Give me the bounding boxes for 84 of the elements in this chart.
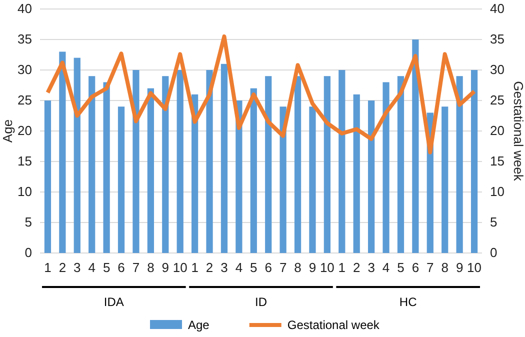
x-tick-label: 3 [220,260,228,276]
x-tick-label: 2 [58,260,66,276]
bar [294,76,302,253]
y2-tick-label: 35 [490,32,504,47]
bar [309,106,316,253]
y-tick-label: 0 [24,245,32,260]
x-tick-label: 6 [118,260,125,276]
y-tick-label: 40 [18,1,32,16]
x-tick-label: 9 [308,260,316,276]
bar [118,106,125,253]
bar [265,76,272,253]
y-tick-label: 25 [18,92,32,108]
text: ID [255,295,268,309]
y2-tick-label: 0 [490,245,498,260]
x-tick-label: 4 [88,260,96,276]
bar [220,64,228,253]
text: IDA [104,295,124,309]
y-tick-label: 35 [18,32,32,47]
bar [176,70,184,253]
bar [368,100,375,253]
x-tick-label: 9 [162,260,170,276]
bar [470,70,478,253]
x-tick-label: 7 [132,260,140,276]
x-tick-label: 10 [320,260,334,276]
bar [192,94,198,253]
bar [88,76,96,253]
bar [132,70,140,253]
bar [280,106,286,253]
bar [147,88,154,253]
bar [162,76,169,253]
y2-tick-label: 15 [490,154,504,169]
x-tick-label: 3 [368,260,375,276]
y2-tick-label: 10 [490,184,504,200]
x-tick-label: 2 [352,260,360,276]
bar [74,58,80,253]
text: HC [399,295,418,309]
x-tick-label: 8 [294,260,302,276]
y2-tick-label: 25 [490,92,504,108]
bar [382,82,390,253]
x-tick-label: 1 [44,260,52,276]
bar [338,70,346,253]
bar [59,52,66,253]
x-tick-label: 9 [456,260,464,276]
x-tick-label: 10 [467,260,482,276]
bar [353,94,360,253]
line-series [46,34,476,154]
y-tick-label: 30 [18,62,32,78]
x-tick-label: 10 [172,260,188,276]
bar [397,76,404,253]
x-tick-label: 5 [250,260,258,276]
x-tick-label: 5 [397,260,404,276]
x-tick-label: 8 [147,260,154,276]
bar [324,76,330,253]
x-tick-label: 6 [412,260,420,276]
y2-axis-title: Gestational week [511,81,525,182]
bar [44,100,52,253]
legend-label: Age [188,318,210,332]
bar [412,40,419,253]
y2-tick-label: 20 [490,123,504,138]
y-tick-label: 15 [18,154,32,169]
y-tick-label: 10 [18,184,32,200]
y2-tick-label: 5 [490,214,498,230]
x-tick-label: 1 [191,260,198,276]
x-tick-label: 1 [338,260,346,276]
x-tick-label: 4 [382,260,390,276]
y2-tick-label: 40 [490,1,504,16]
x-tick-label: 6 [264,260,272,276]
x-tick-label: 8 [441,260,448,276]
y-tick-label: 20 [18,123,32,138]
y-tick-label: 5 [24,214,32,230]
bar [456,76,463,253]
x-tick-label: 7 [279,260,287,276]
y-axis-title: Age [0,119,15,143]
x-tick-label: 3 [74,260,81,276]
y2-tick-label: 30 [490,62,504,78]
bar [103,82,110,253]
bar [206,70,213,253]
x-tick-label: 2 [206,260,214,276]
x-tick-label: 7 [426,260,434,276]
legend-label: Gestational week [287,318,380,332]
x-tick-label: 4 [235,260,243,276]
bar [442,106,448,253]
x-tick-label: 5 [102,260,110,276]
bar [250,88,257,253]
